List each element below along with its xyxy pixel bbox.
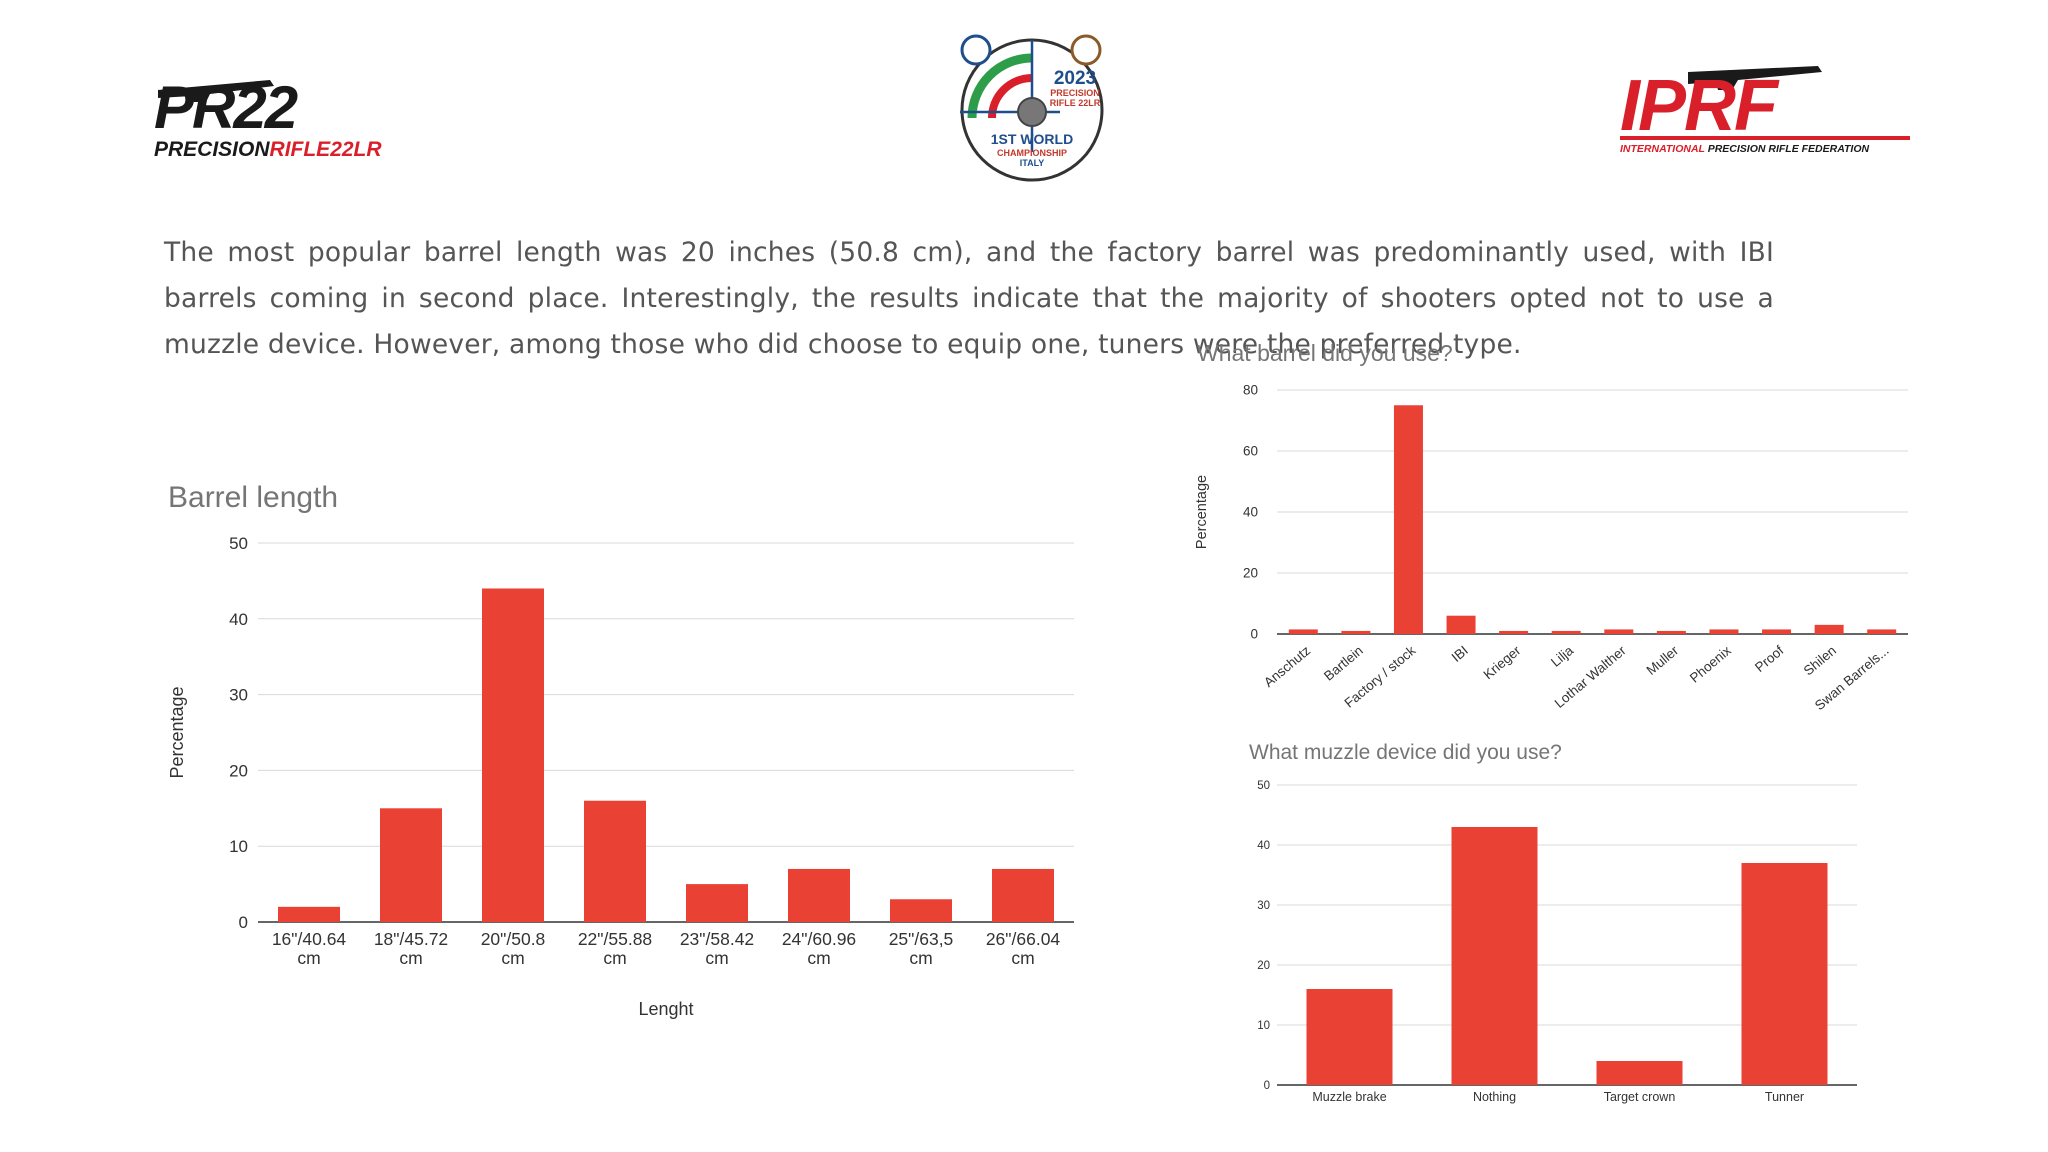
barrel-used-category-label: Anschutz	[1261, 643, 1313, 690]
barrel-length-category-label: cm	[501, 948, 524, 968]
barrel-length-y-tick-label: 40	[229, 610, 248, 629]
barrel-used-category-label: Shilen	[1801, 643, 1839, 679]
barrel-length-category-label: cm	[909, 948, 932, 968]
barrel-length-y-tick-label: 20	[229, 761, 248, 780]
barrel-length-title: Barrel length	[168, 481, 338, 514]
barrel-length-x-axis-label: Lenght	[638, 999, 693, 1019]
muzzle-device-y-tick-label: 30	[1257, 900, 1270, 912]
world-championship-logo: 2023 PRECISION RIFLE 22LR 1ST WORLD CHAM…	[960, 34, 1104, 182]
barrel-used-bar	[1814, 624, 1844, 634]
barrel-used-bar	[1709, 629, 1739, 634]
iprf-logo-tag-a: INTERNATIONAL	[1620, 143, 1705, 155]
barrel-used-y-tick-label: 60	[1243, 444, 1258, 459]
barrel-used-chart-group: What barrel did you use? Percentage 0 20 40 6…	[1194, 340, 1908, 713]
svg-text:PRECISIONRIFLE22LR: PRECISIONRIFLE22LR	[154, 138, 382, 160]
barrel-used-bar	[1341, 630, 1371, 634]
barrel-length-bar	[992, 868, 1054, 922]
pr22-logo-sub-a: PRECISION	[154, 138, 270, 160]
barrel-used-y-axis-label: Percentage	[1194, 475, 1210, 549]
muzzle-device-chart-group: What muzzle device did you use? 0 10 20 30 40…	[1249, 741, 1857, 1104]
barrel-used-bar	[1288, 629, 1318, 634]
barrel-length-y-tick-label: 50	[229, 534, 248, 553]
barrel-used-category-label: Lilja	[1548, 642, 1576, 669]
barrel-used-y-tick-label: 80	[1243, 383, 1258, 398]
barrel-length-category-label: cm	[705, 948, 728, 968]
muzzle-device-y-tick-label: 20	[1257, 960, 1270, 972]
barrel-used-category-label: Bartlein	[1321, 643, 1366, 684]
logo-year: 2023	[1054, 68, 1096, 89]
muzzle-device-category-label: Target crown	[1604, 1090, 1676, 1104]
iprf-logo-tag-b: PRECISION RIFLE FEDERATION	[1708, 143, 1870, 155]
muzzle-device-bar	[1596, 1061, 1683, 1085]
logo-line2: RIFLE 22LR	[1050, 98, 1101, 108]
intro-paragraph: The most popular barrel length was 20 in…	[164, 237, 1774, 360]
muzzle-device-bar	[1741, 863, 1828, 1085]
pr22-logo-main: PR22	[154, 74, 298, 141]
barrel-used-bar	[1762, 629, 1792, 634]
barrel-used-bar	[1867, 629, 1897, 634]
barrel-length-category-label: 23"/58.42	[680, 929, 754, 949]
barrel-length-y-tick-label: 10	[229, 837, 248, 856]
barrel-used-category-label: Proof	[1752, 643, 1787, 675]
logo-country: ITALY	[1020, 158, 1045, 168]
barrel-used-bar	[1604, 629, 1634, 634]
barrel-length-category-label: 16"/40.64	[272, 929, 347, 949]
barrel-used-category-label: Muller	[1643, 642, 1681, 677]
barrel-length-bar	[890, 899, 952, 922]
barrel-length-bar	[278, 906, 340, 922]
barrel-length-bar	[482, 588, 544, 922]
barrel-length-y-axis-label: Percentage	[167, 686, 187, 778]
barrel-length-category-label: cm	[807, 948, 830, 968]
barrel-used-y-tick-label: 0	[1250, 627, 1258, 642]
pr22-logo: PR22 PRECISIONRIFLE22LR	[154, 74, 382, 160]
barrel-length-category-label: 25"/63,5	[889, 929, 954, 949]
barrel-length-bar	[584, 800, 646, 922]
barrel-length-y-tick-label: 30	[229, 686, 248, 705]
barrel-used-bar	[1656, 630, 1686, 634]
barrel-used-category-label: Phoenix	[1687, 643, 1734, 686]
barrel-used-bar	[1499, 630, 1529, 634]
iprf-logo: IPRF INTERNATIONAL PRECISION RIFLE FEDER…	[1620, 66, 1910, 155]
barrel-used-y-tick-label: 40	[1243, 505, 1258, 520]
barrel-used-bar	[1551, 630, 1581, 634]
barrel-used-category-label: Krieger	[1481, 642, 1524, 682]
logo-champ-a: 1ST WORLD	[991, 131, 1073, 147]
barrel-length-bar	[686, 884, 748, 922]
muzzle-device-bar	[1451, 827, 1538, 1085]
muzzle-device-y-tick-label: 40	[1257, 840, 1270, 852]
pr22-logo-emblem	[158, 80, 274, 102]
barrel-length-bar	[788, 868, 850, 922]
barrel-length-y-tick-label: 0	[239, 913, 248, 932]
logo-line1: PRECISION	[1050, 88, 1100, 98]
barrel-length-category-label: 24"/60.96	[782, 929, 856, 949]
muzzle-device-category-label: Muzzle brake	[1312, 1090, 1386, 1104]
barrel-length-chart-group: Barrel length Percentage 0 10 20 30 40 50 16"/40…	[167, 481, 1074, 1019]
barrel-length-category-label: 18"/45.72	[374, 929, 448, 949]
muzzle-device-category-label: Nothing	[1473, 1090, 1516, 1104]
svg-text:INTERNATIONAL PRECISION RIFLE: INTERNATIONAL PRECISION RIFLE FEDERATION	[1620, 143, 1870, 155]
muzzle-device-title: What muzzle device did you use?	[1249, 741, 1562, 764]
barrel-used-category-label: IBI	[1449, 643, 1471, 665]
muzzle-device-bar	[1306, 989, 1393, 1085]
barrel-used-bar	[1446, 615, 1476, 634]
muzzle-device-y-tick-label: 50	[1257, 780, 1270, 792]
barrel-length-category-label: 26"/66.04	[986, 929, 1061, 949]
barrel-length-category-label: 20"/50.8	[481, 929, 546, 949]
barrel-used-bar	[1393, 405, 1423, 634]
muzzle-device-category-label: Tunner	[1765, 1090, 1804, 1104]
muzzle-device-y-tick-label: 10	[1257, 1020, 1270, 1032]
barrel-used-y-tick-label: 20	[1243, 566, 1258, 581]
pr22-logo-sub-b: RIFLE22LR	[270, 138, 383, 160]
barrel-length-category-label: cm	[1011, 948, 1034, 968]
barrel-length-category-label: cm	[297, 948, 320, 968]
barrel-length-bar	[380, 808, 442, 922]
barrel-length-category-label: cm	[399, 948, 422, 968]
barrel-used-title: What barrel did you use?	[1197, 340, 1453, 366]
muzzle-device-y-tick-label: 0	[1264, 1080, 1270, 1092]
barrel-length-category-label: cm	[603, 948, 626, 968]
logo-champ-b: CHAMPIONSHIP	[997, 148, 1067, 158]
iprf-logo-main: IPRF	[1620, 66, 1780, 146]
barrel-length-category-label: 22"/55.88	[578, 929, 652, 949]
